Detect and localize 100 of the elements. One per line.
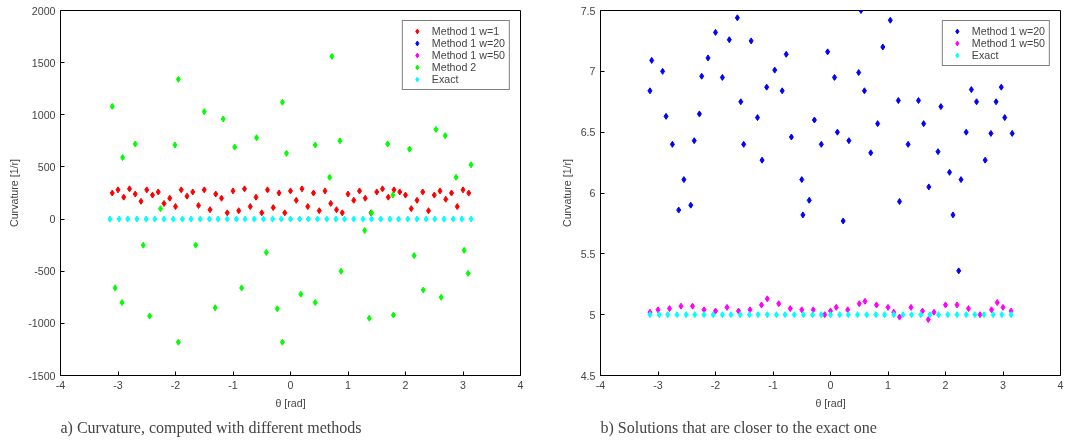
x-tick-label: -1: [228, 378, 238, 391]
point: [158, 205, 164, 213]
point: [324, 215, 330, 223]
point: [468, 215, 474, 223]
point: [112, 284, 118, 292]
point: [263, 248, 269, 256]
point: [242, 215, 248, 223]
x-tick-label: 2: [402, 378, 409, 391]
point: [170, 215, 176, 223]
point: [220, 115, 226, 123]
point: [312, 299, 318, 306]
point: [215, 215, 221, 223]
y-tick-label: 2000: [31, 4, 56, 17]
x-tick-label: -3: [113, 378, 123, 391]
point: [109, 102, 115, 110]
point: [312, 141, 318, 149]
x-tick-label: -1: [768, 378, 778, 391]
y-tick-label: 7: [589, 65, 596, 78]
point: [179, 215, 185, 223]
point: [450, 215, 456, 223]
point: [197, 215, 203, 223]
y-tick-label: 1500: [31, 56, 56, 69]
point: [260, 215, 266, 223]
x-tick-label: 1: [885, 378, 892, 391]
point: [172, 141, 178, 149]
x-tick-label: 2: [942, 378, 949, 391]
legend-label: Method 1 w=50: [971, 37, 1045, 49]
y-tick-label: 6.5: [580, 126, 596, 139]
legend-label: Method 1 w=1: [431, 25, 500, 37]
point: [233, 215, 239, 223]
point: [120, 154, 126, 162]
point: [193, 241, 199, 249]
x-tick-label: -3: [653, 378, 663, 391]
y-tick-label: -500: [34, 265, 56, 278]
y-tick-label: 0: [49, 213, 56, 226]
legend-label: Exact: [431, 73, 459, 85]
point: [329, 52, 335, 60]
text: b) Solutions that are closer to the exact one: [600, 418, 877, 437]
point: [232, 143, 238, 151]
point: [119, 299, 125, 306]
point: [432, 215, 438, 223]
point: [333, 215, 339, 223]
point: [461, 246, 467, 254]
point: [175, 75, 181, 83]
point: [378, 215, 384, 223]
x-tick-label: 3: [1000, 378, 1007, 391]
point: [251, 215, 257, 223]
point: [366, 314, 372, 322]
point: [362, 227, 368, 235]
point: [387, 215, 393, 223]
point: [337, 137, 343, 145]
point: [360, 215, 366, 223]
y-axis-title: Curvature [1/r]: [560, 158, 573, 228]
legend-label: Method 1 w=50: [431, 49, 505, 61]
point: [116, 215, 122, 223]
y-tick-label: 5.5: [580, 247, 596, 260]
point: [212, 304, 218, 312]
point: [279, 338, 285, 346]
x-tick-label: 0: [287, 378, 294, 391]
point: [175, 338, 181, 346]
x-tick-label: -2: [710, 378, 721, 391]
point: [351, 215, 357, 223]
point: [283, 149, 289, 157]
point: [279, 98, 285, 106]
x-tick-label: 1: [345, 378, 352, 391]
point: [143, 215, 149, 223]
point: [274, 305, 280, 313]
x-axis-title: θ [rad]: [815, 396, 846, 409]
point: [338, 267, 344, 275]
point: [125, 215, 131, 223]
point: [414, 215, 420, 223]
point: [433, 125, 439, 133]
point: [224, 215, 230, 223]
point: [152, 215, 158, 223]
x-axis-title: θ [rad]: [275, 396, 306, 409]
point: [442, 132, 448, 140]
point: [411, 252, 417, 260]
y-tick-label: 6: [589, 187, 596, 199]
point: [441, 215, 447, 223]
point: [327, 173, 333, 181]
point: [161, 215, 167, 223]
point: [305, 215, 311, 223]
point: [107, 215, 113, 223]
point: [465, 269, 471, 277]
point: [369, 215, 375, 223]
point: [342, 215, 348, 223]
y-tick-label: 5: [589, 308, 596, 321]
text: a) Curvature, computed with different methods: [60, 418, 362, 437]
point: [297, 215, 303, 223]
point: [147, 312, 153, 320]
point: [390, 191, 396, 199]
point: [270, 215, 276, 223]
point: [201, 108, 207, 116]
y-tick-label: 1000: [31, 108, 56, 121]
y-tick-label: 500: [37, 160, 56, 173]
point: [239, 284, 245, 292]
point: [423, 215, 429, 223]
y-tick-label: 7.5: [580, 4, 596, 17]
x-tick-label: 4: [517, 378, 524, 391]
y-tick-label: -1500: [28, 369, 56, 382]
